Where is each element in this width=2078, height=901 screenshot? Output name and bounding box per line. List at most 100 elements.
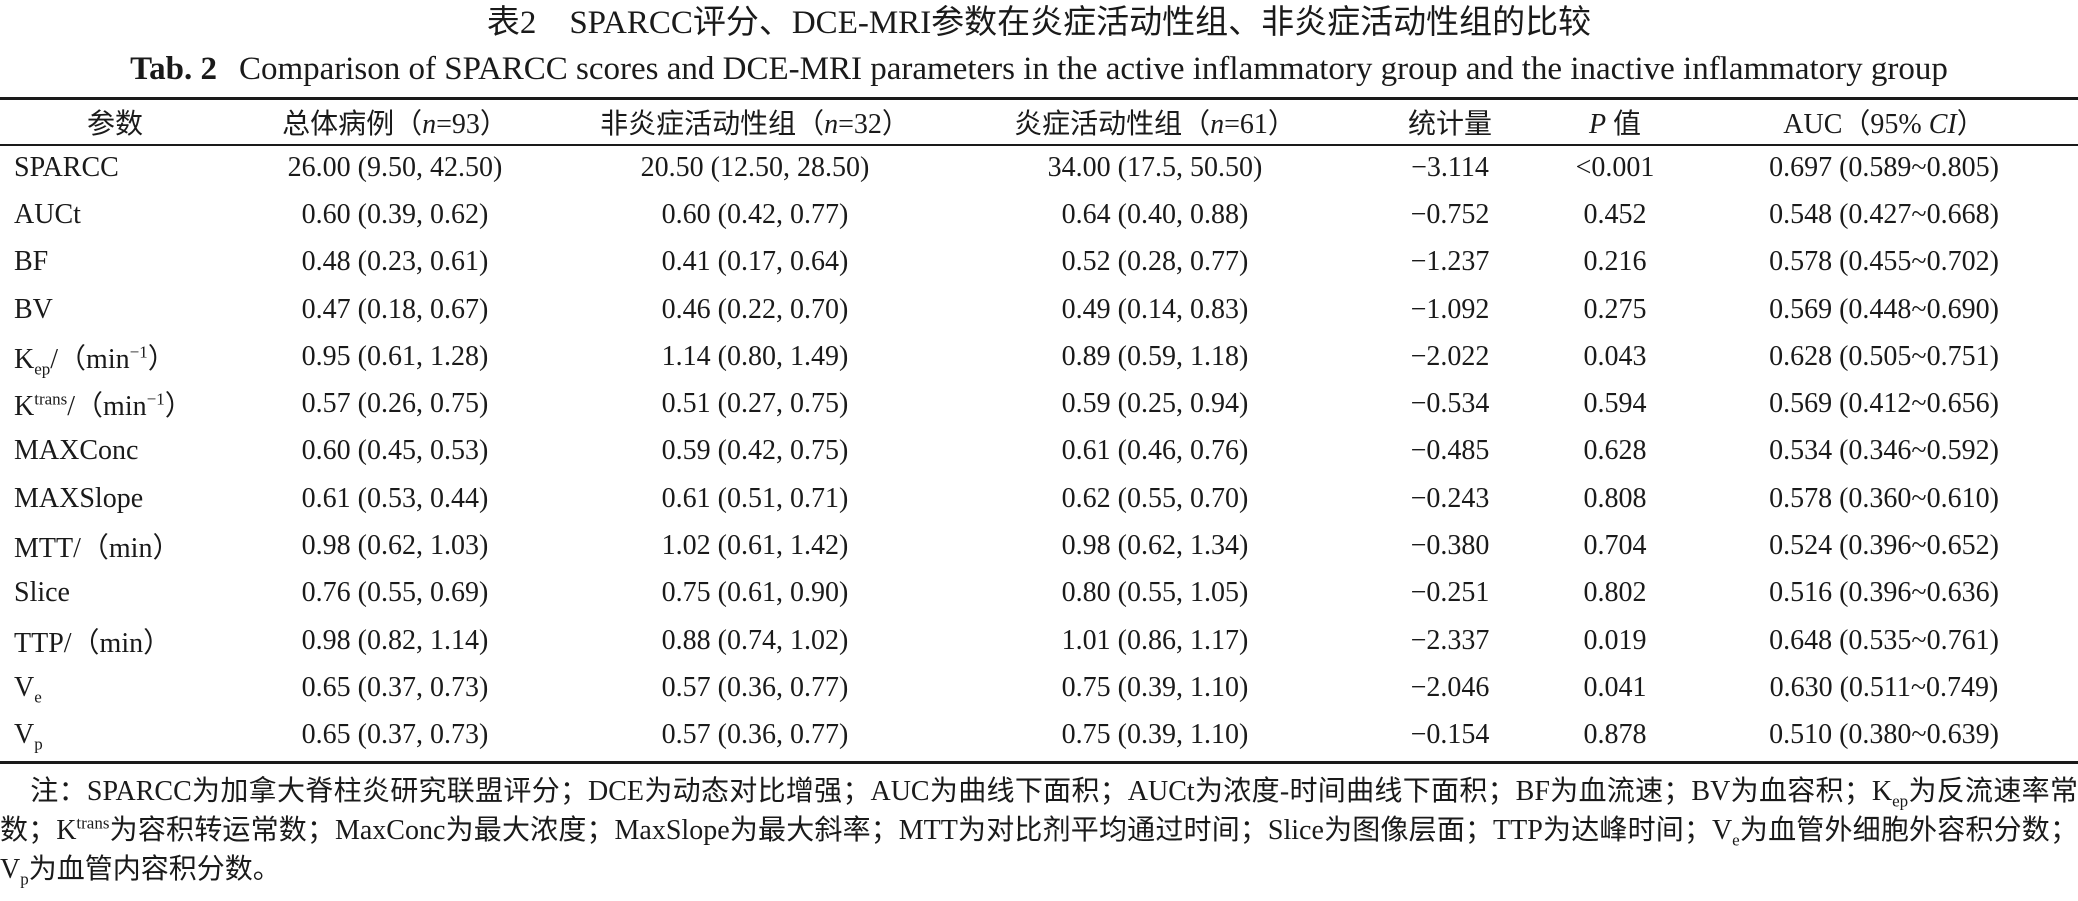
cell-stat: −1.237 [1410, 246, 1490, 278]
cell-p: 0.275 [1583, 293, 1647, 325]
cell-total: 0.65 (0.37, 0.73) [301, 719, 489, 751]
cell-total: 26.00 (9.50, 42.50) [287, 151, 503, 183]
table-caption: Comparison of SPARCC scores and DCE-MRI … [238, 51, 1948, 87]
cell-auc: 0.524 (0.396~0.652) [1769, 530, 1999, 562]
cell-active: 0.59 (0.25, 0.94) [1061, 388, 1249, 420]
table-label: Tab. 2 [130, 51, 217, 87]
cell-p: 0.808 [1583, 482, 1647, 514]
cell-active: 0.98 (0.62, 1.34) [1061, 530, 1249, 562]
note-text: 注：SPARCC为加拿大脊柱炎研究联盟评分；DCE为动态对比增强；AUC为曲线下… [0, 776, 2078, 889]
table-row: Ktrans/（min−1） 0.57 (0.26, 0.75) 0.51 (0.2… [0, 380, 2078, 427]
table-row: MTT/（min） 0.98 (0.62, 1.03) 1.02 (0.61, 1.… [0, 522, 2078, 569]
cell-total: 0.65 (0.37, 0.73) [301, 671, 489, 703]
table-row: BF 0.48 (0.23, 0.61) 0.41 (0.17, 0.64) 0.52… [0, 239, 2078, 286]
cell-stat: −0.380 [1410, 530, 1490, 562]
table-row: Ve 0.65 (0.37, 0.73) 0.57 (0.36, 0.77) 0.75… [0, 664, 2078, 711]
cell-total: 0.60 (0.45, 0.53) [301, 435, 489, 467]
cell-active: 0.62 (0.55, 0.70) [1061, 482, 1249, 514]
cell-auc: 0.578 (0.455~0.702) [1769, 246, 1999, 278]
cell-inactive: 0.88 (0.74, 1.02) [661, 624, 849, 656]
cell-active: 0.61 (0.46, 0.76) [1061, 435, 1249, 467]
cell-auc: 0.569 (0.448~0.690) [1769, 293, 1999, 325]
cell-param: Kep/（min−1） [14, 342, 176, 379]
cell-param: MAXConc [14, 435, 139, 467]
header-param: 参数 [86, 109, 143, 140]
cell-active: 0.49 (0.14, 0.83) [1061, 293, 1249, 325]
cell-active: 0.52 (0.28, 0.77) [1061, 246, 1249, 278]
cell-stat: −0.243 [1410, 482, 1490, 514]
cell-inactive: 0.57 (0.36, 0.77) [661, 719, 849, 751]
cell-active: 34.00 (17.5, 50.50) [1047, 151, 1263, 183]
cell-inactive: 0.57 (0.36, 0.77) [661, 671, 849, 703]
cell-total: 0.48 (0.23, 0.61) [301, 246, 489, 278]
table-title-english: Tab. 2 Comparison of SPARCC scores and DC… [0, 48, 2078, 90]
table-row: Vp 0.65 (0.37, 0.73) 0.57 (0.36, 0.77) 0.75… [0, 712, 2078, 759]
table-body: SPARCC 26.00 (9.50, 42.50) 20.50 (12.50, 2… [0, 144, 2078, 759]
cell-stat: −0.154 [1410, 719, 1490, 751]
cell-total: 0.98 (0.82, 1.14) [301, 624, 489, 656]
cell-inactive: 0.41 (0.17, 0.64) [661, 246, 849, 278]
cell-stat: −2.337 [1410, 624, 1490, 656]
cell-total: 0.76 (0.55, 0.69) [301, 577, 489, 609]
cell-auc: 0.569 (0.412~0.656) [1769, 388, 1999, 420]
table-row: AUCt 0.60 (0.39, 0.62) 0.60 (0.42, 0.77) 0.… [0, 191, 2078, 238]
cell-param: BF [14, 246, 49, 278]
cell-param: MTT/（min） [14, 533, 181, 565]
cell-active: 1.01 (0.86, 1.17) [1061, 624, 1249, 656]
cell-total: 0.47 (0.18, 0.67) [301, 293, 489, 325]
comparison-table: 参数 总体病例（n=93） 非炎症活动性组（n=32） 炎症活动性组（n=61）… [0, 100, 2078, 759]
cell-param: MAXSlope [14, 482, 144, 514]
cell-param: SPARCC [14, 151, 119, 183]
cell-param: TTP/（min） [14, 627, 172, 659]
table-note: 注：SPARCC为加拿大脊柱炎研究联盟评分；DCE为动态对比增强；AUC为曲线下… [0, 772, 2078, 889]
cell-auc: 0.534 (0.346~0.592) [1769, 435, 1999, 467]
table-row: SPARCC 26.00 (9.50, 42.50) 20.50 (12.50, 2… [0, 144, 2078, 191]
cell-stat: −0.251 [1410, 577, 1490, 609]
header-total: 总体病例（n=93） [282, 109, 508, 140]
cell-total: 0.98 (0.62, 1.03) [301, 530, 489, 562]
cell-total: 0.95 (0.61, 1.28) [301, 340, 489, 372]
cell-param: Slice [14, 577, 70, 609]
top-rule [0, 97, 2078, 100]
header-rule [0, 144, 2078, 146]
cell-p: 0.216 [1583, 246, 1647, 278]
cell-total: 0.60 (0.39, 0.62) [301, 198, 489, 230]
table-title-chinese: 表2 SPARCC评分、DCE-MRI参数在炎症活动性组、非炎症活动性组的比较 [486, 5, 1592, 41]
cell-auc: 0.578 (0.360~0.610) [1769, 482, 1999, 514]
cell-total: 0.57 (0.26, 0.75) [301, 388, 489, 420]
cell-inactive: 0.75 (0.61, 0.90) [661, 577, 849, 609]
cell-stat: −1.092 [1410, 293, 1490, 325]
cell-inactive: 0.51 (0.27, 0.75) [661, 388, 849, 420]
header-active: 炎症活动性组（n=61） [1014, 109, 1296, 140]
cell-inactive: 0.60 (0.42, 0.77) [661, 198, 849, 230]
cell-active: 0.89 (0.59, 1.18) [1061, 340, 1249, 372]
table-row: MAXConc 0.60 (0.45, 0.53) 0.59 (0.42, 0.75… [0, 428, 2078, 475]
cell-inactive: 0.61 (0.51, 0.71) [661, 482, 849, 514]
cell-p: 0.878 [1583, 719, 1647, 751]
cell-active: 0.80 (0.55, 1.05) [1061, 577, 1249, 609]
cell-active: 0.64 (0.40, 0.88) [1061, 198, 1249, 230]
cell-stat: −0.485 [1410, 435, 1490, 467]
cell-p: 0.704 [1583, 530, 1647, 562]
header-auc: AUC（95% CI） [1783, 109, 1985, 140]
cell-auc: 0.697 (0.589~0.805) [1769, 151, 1999, 183]
cell-stat: −0.534 [1410, 388, 1490, 420]
cell-stat: −2.046 [1410, 671, 1490, 703]
cell-param: AUCt [14, 198, 81, 230]
cell-active: 0.75 (0.39, 1.10) [1061, 671, 1249, 703]
bottom-rule [0, 761, 2078, 764]
cell-auc: 0.628 (0.505~0.751) [1769, 340, 1999, 372]
cell-p: 0.594 [1583, 388, 1647, 420]
cell-total: 0.61 (0.53, 0.44) [301, 482, 489, 514]
cell-p: <0.001 [1575, 151, 1655, 183]
header-stat: 统计量 [1407, 109, 1492, 140]
cell-inactive: 20.50 (12.50, 28.50) [640, 151, 870, 183]
cell-auc: 0.516 (0.396~0.636) [1769, 577, 1999, 609]
cell-inactive: 1.14 (0.80, 1.49) [661, 340, 849, 372]
cell-stat: −3.114 [1411, 151, 1489, 183]
cell-param: Vp [14, 719, 43, 754]
cell-auc: 0.510 (0.380~0.639) [1769, 719, 1999, 751]
table-row: Slice 0.76 (0.55, 0.69) 0.75 (0.61, 0.90) 0… [0, 570, 2078, 617]
cell-p: 0.628 [1583, 435, 1647, 467]
